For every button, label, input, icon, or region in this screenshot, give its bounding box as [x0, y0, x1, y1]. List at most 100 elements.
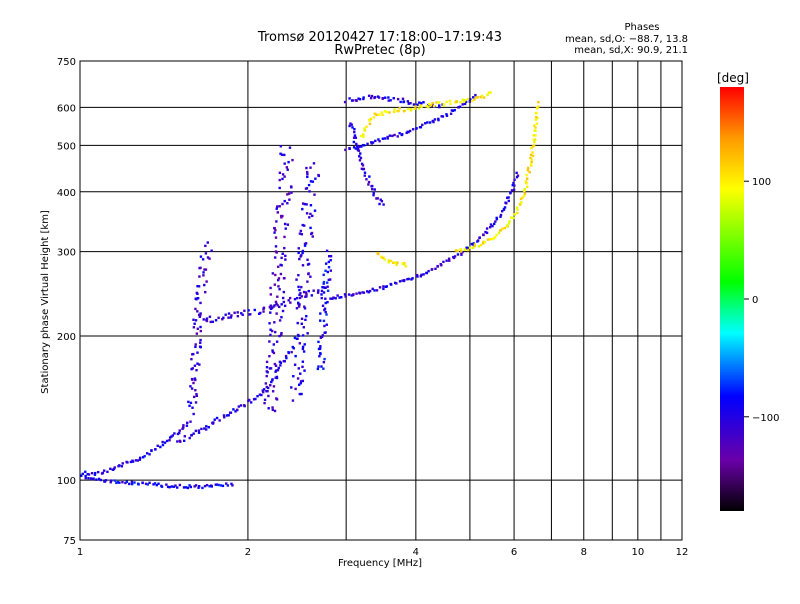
echo-point	[372, 191, 375, 195]
echo-point	[402, 100, 405, 104]
echo-point	[273, 362, 277, 366]
echo-point	[435, 101, 438, 104]
echo-point	[478, 236, 481, 239]
echo-point	[448, 99, 452, 103]
echo-point	[323, 331, 326, 334]
echo-point	[293, 297, 297, 301]
echo-point	[199, 313, 202, 317]
echo-point	[355, 99, 358, 102]
echo-point	[464, 100, 468, 104]
echo-point	[367, 183, 370, 186]
echo-point	[533, 138, 537, 141]
echo-point	[275, 369, 278, 372]
echo-point	[409, 101, 412, 105]
echo-point	[276, 368, 280, 372]
echo-point	[283, 277, 286, 280]
echo-point	[375, 289, 379, 292]
echo-point	[463, 102, 467, 106]
echo-point	[295, 337, 299, 341]
echo-point	[360, 162, 364, 166]
echo-point	[320, 293, 323, 296]
echo-point	[204, 252, 208, 255]
echo-point	[273, 256, 277, 259]
echo-point	[240, 312, 243, 315]
echo-point	[115, 481, 118, 485]
echo-point	[386, 135, 389, 139]
echo-point	[285, 166, 289, 169]
echo-point	[192, 395, 196, 399]
echo-point	[156, 444, 159, 448]
echo-point	[196, 284, 199, 288]
echo-point	[272, 385, 276, 388]
echo-point	[194, 345, 197, 349]
echo-point	[204, 428, 208, 431]
echo-point	[301, 347, 305, 351]
echo-point	[365, 125, 368, 128]
echo-point	[378, 286, 382, 289]
echo-point	[329, 258, 332, 262]
x-tick-label: 12	[676, 547, 689, 558]
echo-point	[533, 124, 536, 127]
echo-point	[351, 293, 355, 297]
echo-point	[357, 97, 360, 100]
echo-point	[525, 173, 528, 177]
echo-point	[480, 94, 484, 97]
echo-point	[280, 333, 283, 336]
echo-point	[453, 108, 456, 112]
echo-point	[282, 300, 286, 304]
echo-point	[195, 394, 199, 398]
echo-point	[503, 206, 507, 209]
echo-point	[172, 485, 176, 488]
echo-point	[313, 193, 316, 196]
echo-point	[303, 305, 306, 308]
echo-point	[373, 188, 376, 191]
echo-point	[279, 364, 282, 367]
echo-point	[442, 260, 445, 264]
echo-point	[301, 264, 305, 267]
echo-point	[213, 418, 216, 421]
echo-point	[375, 197, 378, 200]
echo-point	[420, 105, 423, 109]
echo-point	[241, 313, 244, 316]
echo-point	[303, 369, 306, 372]
echo-point	[248, 398, 251, 402]
echo-point	[366, 142, 369, 146]
echo-point	[324, 269, 327, 272]
echo-point	[262, 310, 265, 313]
echo-point	[297, 273, 300, 277]
echo-point	[319, 336, 323, 339]
echo-point	[508, 220, 511, 223]
echo-point	[359, 156, 363, 160]
echo-point	[343, 100, 347, 104]
echo-point	[271, 390, 275, 393]
echo-point	[209, 320, 212, 324]
echo-point	[310, 232, 313, 236]
echo-point	[420, 273, 423, 277]
y-axis-label: Stationary phase Virtual Height [km]	[40, 210, 51, 394]
echo-point	[532, 154, 535, 158]
echo-point	[239, 404, 243, 407]
echo-point	[298, 296, 302, 300]
echo-point	[348, 124, 351, 128]
echo-point	[534, 126, 537, 129]
echo-point	[195, 291, 199, 295]
echo-point	[141, 481, 144, 485]
echo-point	[262, 390, 265, 394]
echo-point	[204, 244, 207, 248]
echo-point	[176, 440, 179, 443]
echo-point	[291, 158, 294, 162]
echo-point	[530, 158, 533, 162]
echo-point	[322, 280, 326, 284]
echo-point	[278, 186, 281, 190]
echo-point	[303, 244, 307, 247]
echo-point	[118, 464, 121, 467]
echo-point	[376, 197, 379, 200]
echo-point	[308, 216, 311, 219]
echo-point	[327, 278, 330, 282]
echo-point	[327, 255, 331, 258]
echo-point	[283, 360, 286, 363]
colorbar-tick-label: 100	[752, 177, 771, 188]
echo-point	[208, 485, 211, 488]
echo-point	[306, 258, 309, 261]
